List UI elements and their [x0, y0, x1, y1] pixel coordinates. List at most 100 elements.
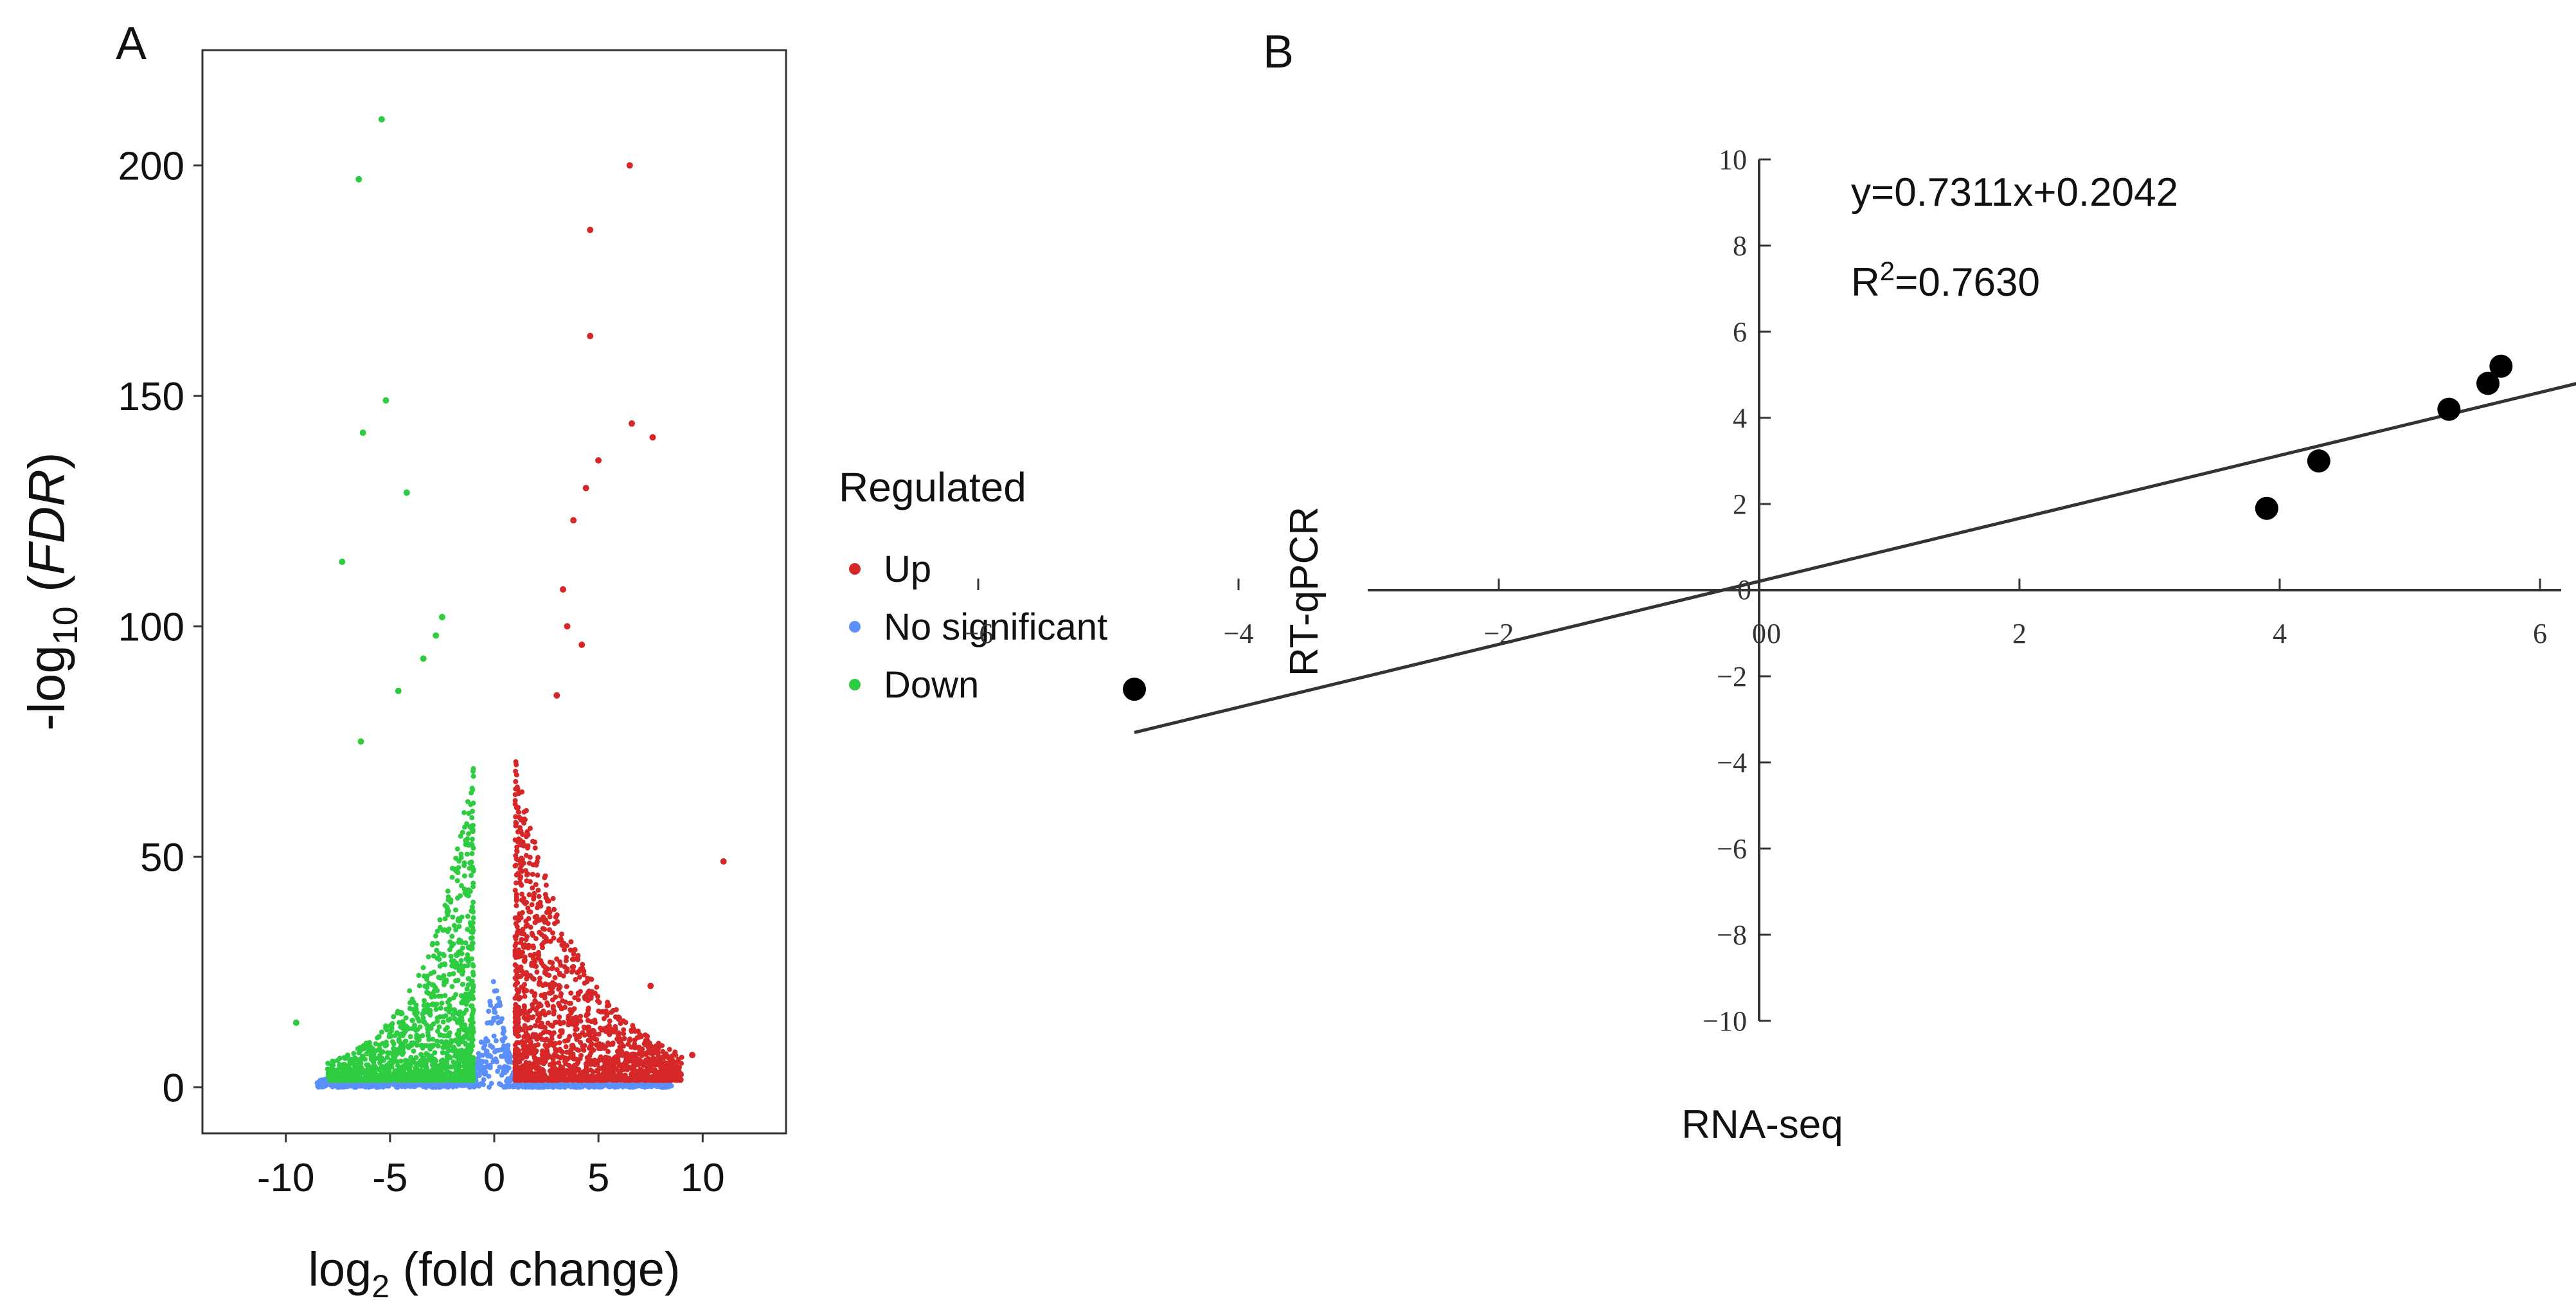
up-point	[598, 1009, 604, 1015]
up-point	[632, 1045, 638, 1050]
up-point	[517, 866, 523, 872]
up-point	[528, 1039, 533, 1045]
up-point	[550, 896, 556, 901]
down-point	[466, 831, 471, 836]
corr-point	[2255, 496, 2278, 520]
ns-point	[482, 1040, 488, 1045]
up-point	[517, 838, 523, 843]
up-point	[526, 860, 532, 866]
down-point	[434, 988, 440, 993]
down-point	[370, 1053, 376, 1059]
y-label-prefix: -log	[18, 645, 75, 730]
up-point	[525, 905, 531, 911]
up-point	[610, 1068, 616, 1074]
down-point	[470, 1055, 476, 1061]
up-point	[636, 1062, 641, 1068]
up-point	[514, 941, 519, 946]
up-point	[609, 1009, 614, 1015]
down-point	[470, 766, 476, 771]
up-point	[592, 1058, 598, 1063]
down-point	[449, 933, 455, 939]
down-point	[439, 962, 445, 968]
up-point	[518, 953, 523, 959]
up-point	[665, 1053, 670, 1059]
up-point	[573, 1027, 578, 1032]
corr-point	[2489, 354, 2513, 378]
up-point	[535, 854, 541, 860]
up-point	[568, 939, 574, 944]
ns-point	[479, 1052, 485, 1058]
corr-y-tick-label: 10	[1719, 144, 1747, 176]
down-point	[430, 941, 436, 946]
down-point	[357, 1045, 362, 1050]
up-point	[539, 942, 545, 948]
ns-point	[494, 1048, 499, 1054]
down-point	[392, 1068, 398, 1074]
down-point	[406, 1065, 412, 1071]
down-point	[434, 928, 440, 934]
down-point	[469, 851, 475, 856]
up-point	[617, 1015, 622, 1021]
up-point	[632, 1074, 638, 1080]
up-point	[551, 1052, 557, 1058]
up-point	[518, 1069, 524, 1075]
up-point	[557, 1040, 562, 1046]
down-point	[420, 1070, 425, 1076]
down-point	[417, 1024, 423, 1030]
down-point	[458, 833, 463, 839]
up-point	[574, 1036, 580, 1042]
up-point	[587, 1029, 593, 1035]
down-outlier	[357, 738, 364, 745]
ns-point	[505, 1056, 510, 1062]
ns-point	[491, 1033, 497, 1039]
ns-point	[490, 978, 496, 984]
down-point	[454, 1038, 460, 1044]
down-point	[391, 1014, 397, 1020]
down-point	[467, 865, 472, 871]
down-point	[386, 1060, 392, 1066]
up-point	[514, 1009, 520, 1015]
up-point	[566, 1063, 572, 1068]
down-point	[386, 1068, 392, 1074]
up-point	[578, 1040, 584, 1045]
ns-point	[505, 1078, 510, 1084]
down-point	[447, 971, 452, 977]
up-outlier	[626, 162, 633, 169]
up-point	[532, 998, 538, 1004]
up-point	[652, 1077, 657, 1083]
down-point	[445, 906, 451, 912]
down-point	[456, 1030, 462, 1036]
down-point	[416, 983, 422, 989]
down-point	[451, 941, 456, 947]
up-point	[524, 1025, 530, 1031]
up-point	[535, 950, 541, 955]
down-point	[450, 914, 456, 920]
down-point	[330, 1058, 335, 1064]
x-tick-label: -10	[257, 1156, 315, 1200]
up-point	[523, 1030, 529, 1036]
ns-point	[395, 1084, 400, 1089]
legend-label-down: Down	[884, 664, 979, 706]
down-point	[398, 1068, 404, 1074]
down-point	[470, 920, 476, 926]
down-point	[452, 866, 458, 872]
ns-point	[494, 1014, 500, 1020]
down-point	[411, 1040, 416, 1046]
up-outlier	[587, 332, 594, 339]
up-point	[533, 1023, 538, 1029]
up-point	[584, 1011, 590, 1017]
up-point	[537, 975, 542, 981]
up-point	[524, 933, 530, 939]
up-point	[553, 1047, 559, 1052]
up-point	[512, 792, 518, 798]
up-point	[594, 1037, 600, 1042]
up-point	[514, 903, 519, 908]
down-point	[457, 1035, 463, 1041]
down-point	[431, 969, 437, 975]
down-point	[389, 1025, 395, 1030]
down-point	[379, 1029, 384, 1035]
up-point	[531, 894, 537, 900]
ns-point	[508, 1059, 514, 1065]
down-point	[400, 1019, 406, 1025]
down-point	[432, 1050, 438, 1056]
